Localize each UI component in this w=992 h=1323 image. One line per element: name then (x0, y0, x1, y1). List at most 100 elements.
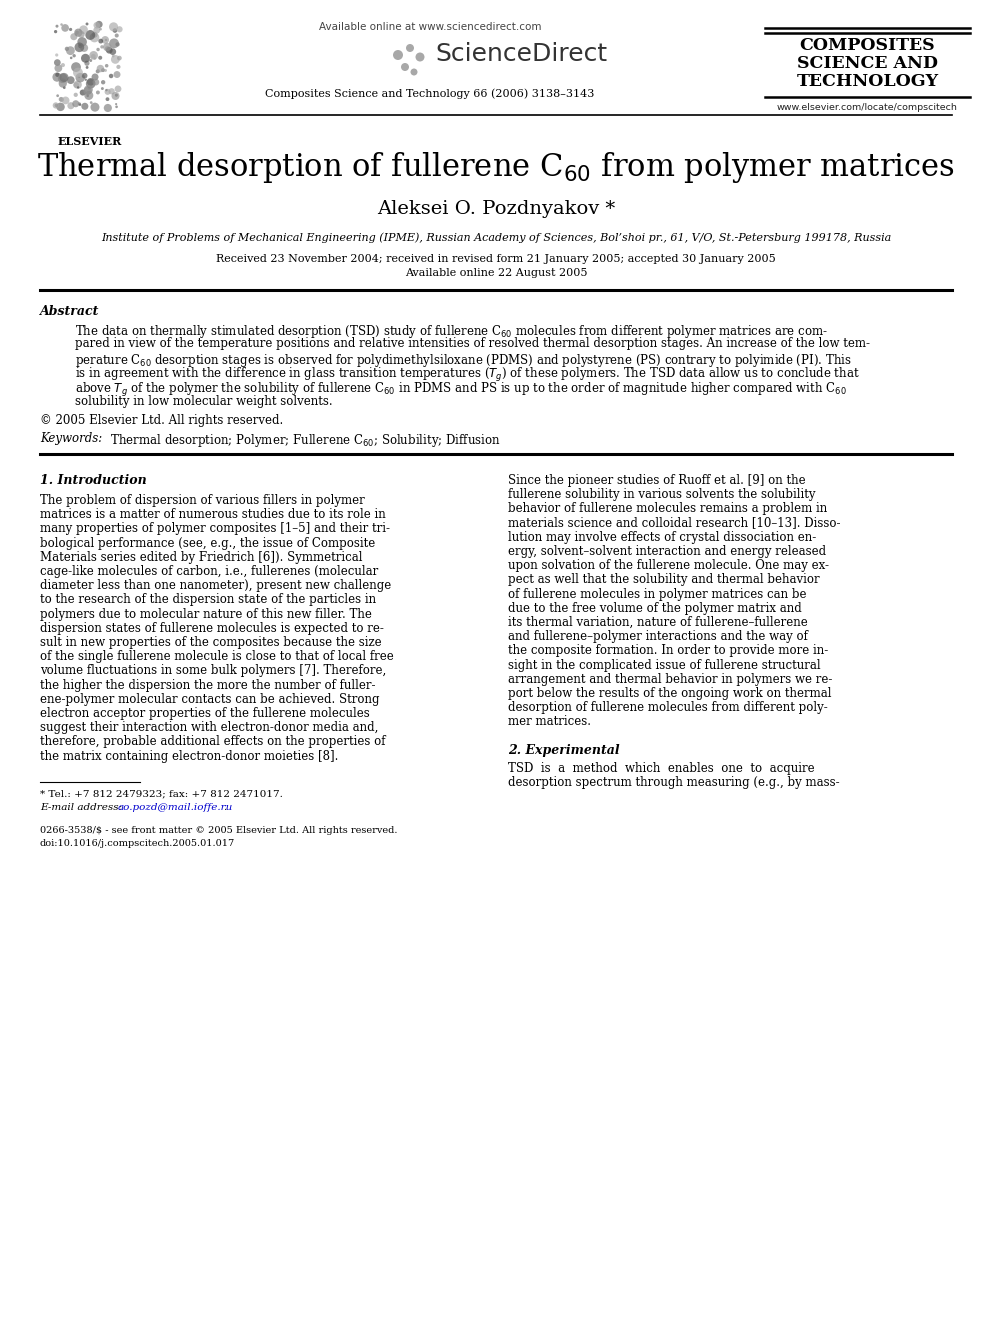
Circle shape (75, 73, 85, 82)
Circle shape (95, 21, 102, 28)
Circle shape (87, 78, 94, 86)
Circle shape (393, 50, 403, 60)
Text: arrangement and thermal behavior in polymers we re-: arrangement and thermal behavior in poly… (508, 673, 832, 685)
Text: the matrix containing electron-donor moieties [8].: the matrix containing electron-donor moi… (40, 750, 338, 762)
Circle shape (416, 53, 425, 61)
Circle shape (112, 54, 114, 57)
Circle shape (59, 97, 63, 102)
Circle shape (401, 64, 409, 71)
Circle shape (84, 91, 93, 101)
Circle shape (92, 79, 99, 86)
Text: pared in view of the temperature positions and relative intensities of resolved : pared in view of the temperature positio… (75, 337, 870, 351)
Circle shape (54, 30, 58, 33)
Text: dispersion states of fullerene molecules is expected to re-: dispersion states of fullerene molecules… (40, 622, 384, 635)
Circle shape (93, 57, 96, 60)
Circle shape (66, 46, 74, 56)
Text: diameter less than one nanometer), present new challenge: diameter less than one nanometer), prese… (40, 579, 391, 593)
Circle shape (56, 53, 59, 57)
Text: above $T_g$ of the polymer the solubility of fullerene C$_{60}$ in PDMS and PS i: above $T_g$ of the polymer the solubilit… (75, 381, 847, 400)
Circle shape (96, 90, 100, 94)
Text: 1. Introduction: 1. Introduction (40, 474, 147, 487)
Circle shape (72, 54, 75, 57)
Circle shape (61, 24, 62, 26)
Circle shape (111, 91, 119, 101)
Text: the higher the dispersion the more the number of fuller-: the higher the dispersion the more the n… (40, 679, 376, 692)
Text: cage-like molecules of carbon, i.e., fullerenes (molecular: cage-like molecules of carbon, i.e., ful… (40, 565, 378, 578)
Text: 2. Experimental: 2. Experimental (508, 744, 620, 757)
Circle shape (84, 85, 93, 94)
Circle shape (70, 33, 77, 40)
Text: Since the pioneer studies of Ruoff et al. [9] on the: Since the pioneer studies of Ruoff et al… (508, 474, 806, 487)
Text: Aleksei O. Pozdnyakov *: Aleksei O. Pozdnyakov * (377, 200, 615, 218)
Circle shape (81, 103, 88, 110)
Text: ScienceDirect: ScienceDirect (435, 42, 607, 66)
Circle shape (113, 28, 117, 33)
Circle shape (86, 79, 95, 89)
Circle shape (75, 30, 79, 34)
Circle shape (96, 48, 100, 52)
Text: doi:10.1016/j.compscitech.2005.01.017: doi:10.1016/j.compscitech.2005.01.017 (40, 839, 235, 848)
Text: TECHNOLOGY: TECHNOLOGY (797, 73, 938, 90)
Circle shape (80, 44, 88, 52)
Text: desorption spectrum through measuring (e.g., by mass-: desorption spectrum through measuring (e… (508, 775, 839, 789)
Circle shape (78, 103, 81, 106)
Circle shape (91, 74, 98, 81)
Text: Institute of Problems of Mechanical Engineering (IPME), Russian Academy of Scien: Institute of Problems of Mechanical Engi… (101, 232, 891, 242)
Text: materials science and colloidal research [10–13]. Disso-: materials science and colloidal research… (508, 516, 840, 529)
Circle shape (83, 87, 92, 95)
Circle shape (105, 98, 109, 101)
Text: to the research of the dispersion state of the particles in: to the research of the dispersion state … (40, 594, 376, 606)
Circle shape (98, 56, 102, 60)
Text: and fullerene–polymer interactions and the way of: and fullerene–polymer interactions and t… (508, 630, 807, 643)
Circle shape (71, 62, 81, 71)
Text: sult in new properties of the composites because the size: sult in new properties of the composites… (40, 636, 382, 650)
Circle shape (90, 103, 99, 111)
Text: The data on thermally stimulated desorption (TSD) study of fullerene C$_{60}$ mo: The data on thermally stimulated desorpt… (75, 323, 828, 340)
Text: The problem of dispersion of various fillers in polymer: The problem of dispersion of various fil… (40, 493, 365, 507)
Circle shape (72, 101, 79, 107)
Circle shape (90, 101, 92, 105)
Circle shape (89, 33, 99, 42)
Circle shape (115, 103, 117, 105)
Text: perature C$_{60}$ desorption stages is observed for polydimethylsiloxane (PDMS) : perature C$_{60}$ desorption stages is o… (75, 352, 852, 369)
Circle shape (59, 79, 66, 87)
Circle shape (77, 30, 84, 38)
Text: Available online at www.sciencedirect.com: Available online at www.sciencedirect.co… (318, 22, 542, 32)
Text: mer matrices.: mer matrices. (508, 716, 591, 729)
Circle shape (109, 22, 118, 32)
Text: ao.pozd@mail.ioffe.ru: ao.pozd@mail.ioffe.ru (118, 803, 233, 812)
Text: polymers due to molecular nature of this new filler. The: polymers due to molecular nature of this… (40, 607, 372, 620)
Circle shape (92, 32, 97, 37)
Text: Thermal desorption; Polymer; Fullerene C$_{60}$; Solubility; Diffusion: Thermal desorption; Polymer; Fullerene C… (103, 433, 501, 448)
Circle shape (81, 54, 90, 62)
Text: fullerene solubility in various solvents the solubility: fullerene solubility in various solvents… (508, 488, 815, 501)
Circle shape (104, 89, 111, 95)
Circle shape (57, 94, 60, 97)
Circle shape (108, 89, 115, 94)
Text: electron acceptor properties of the fullerene molecules: electron acceptor properties of the full… (40, 706, 370, 720)
Text: volume fluctuations in some bulk polymers [7]. Therefore,: volume fluctuations in some bulk polymer… (40, 664, 386, 677)
Text: .: . (223, 803, 226, 812)
Text: port below the results of the ongoing work on thermal: port below the results of the ongoing wo… (508, 687, 831, 700)
Circle shape (115, 106, 118, 108)
Text: Keywords:: Keywords: (40, 433, 102, 445)
Text: suggest their interaction with electron-donor media and,: suggest their interaction with electron-… (40, 721, 378, 734)
Text: solubility in low molecular weight solvents.: solubility in low molecular weight solve… (75, 396, 332, 409)
Circle shape (109, 49, 116, 56)
Text: the composite formation. In order to provide more in-: the composite formation. In order to pro… (508, 644, 828, 658)
Text: due to the free volume of the polymer matrix and: due to the free volume of the polymer ma… (508, 602, 802, 615)
Circle shape (101, 67, 105, 73)
Circle shape (101, 81, 105, 85)
Text: lution may involve effects of crystal dissociation en-: lution may involve effects of crystal di… (508, 531, 816, 544)
Circle shape (64, 46, 69, 52)
Circle shape (101, 36, 109, 44)
Circle shape (56, 73, 60, 77)
Circle shape (84, 61, 89, 66)
Circle shape (73, 93, 77, 97)
Circle shape (77, 102, 81, 106)
Circle shape (89, 60, 92, 62)
Circle shape (100, 45, 104, 49)
Text: TSD  is  a  method  which  enables  one  to  acquire: TSD is a method which enables one to acq… (508, 762, 814, 774)
Circle shape (117, 56, 122, 61)
Circle shape (85, 66, 88, 69)
